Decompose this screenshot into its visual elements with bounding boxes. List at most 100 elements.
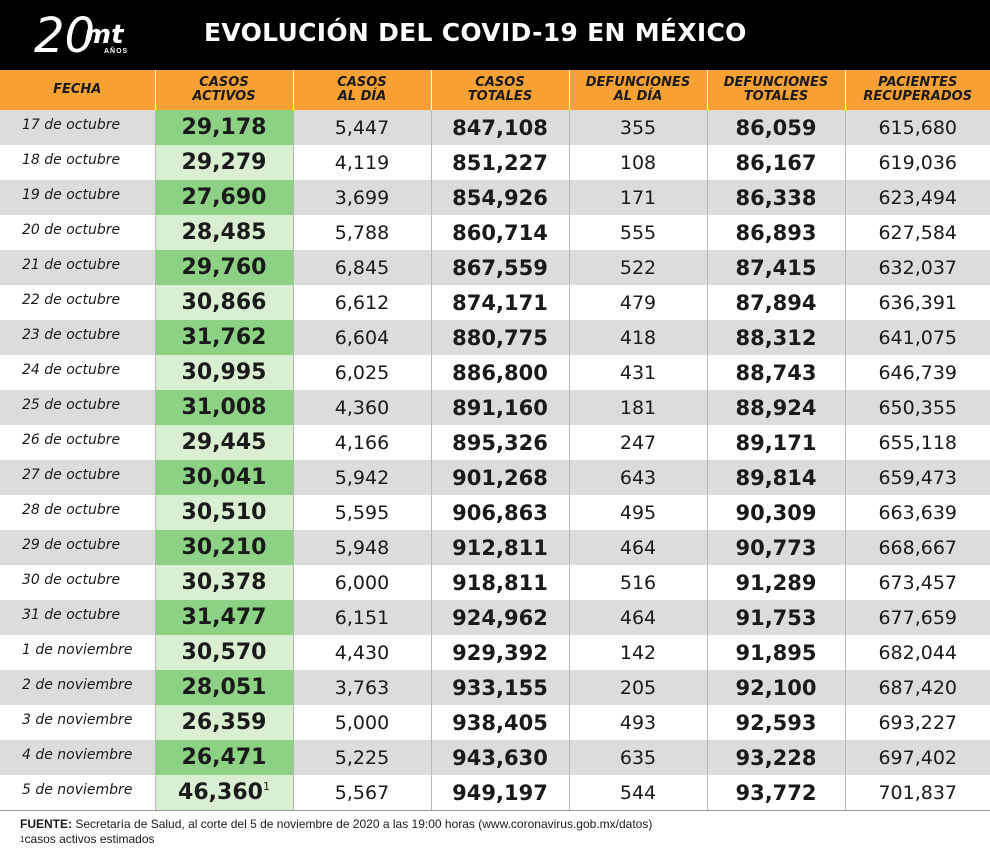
cell-value: 30,570 bbox=[181, 640, 267, 665]
cell-value: 171 bbox=[619, 186, 657, 209]
cell-value: 938,405 bbox=[452, 710, 548, 735]
column-header-casos-totales: CASOS TOTALES bbox=[430, 70, 569, 110]
cell-value: 142 bbox=[619, 641, 657, 664]
cell-value: 87,894 bbox=[735, 290, 817, 315]
cell-value: 5,000 bbox=[334, 711, 390, 734]
column-header-casos-activos: CASOS ACTIVOS bbox=[154, 70, 293, 110]
cell-value: 632,037 bbox=[878, 256, 958, 279]
cell-value: 687,420 bbox=[878, 676, 958, 699]
cell-value: 895,326 bbox=[452, 430, 548, 455]
cell-value: 431 bbox=[619, 361, 657, 384]
cell-casos-al-dia: 5,447 bbox=[292, 110, 431, 145]
cell-defunciones-totales: 90,773 bbox=[706, 530, 845, 565]
cell-value: 4,119 bbox=[334, 151, 390, 174]
cell-value: 6,025 bbox=[334, 361, 390, 384]
cell-casos-activos: 29,279 bbox=[154, 145, 293, 180]
cell-casos-totales: 854,926 bbox=[430, 180, 569, 215]
cell-value: 493 bbox=[619, 711, 657, 734]
table-row: 30 de octubre 30,378 6,000 918,811 516 91,289… bbox=[0, 565, 990, 600]
cell-value: 4,166 bbox=[334, 431, 390, 454]
cell-value: 31,008 bbox=[181, 395, 267, 420]
estimate-marker: 1 bbox=[262, 780, 270, 793]
cell-value: 108 bbox=[619, 151, 657, 174]
cell-value: 641,075 bbox=[878, 326, 958, 349]
covid-table: FECHA CASOS ACTIVOS CASOS AL DÍA CASOS TOTALES… bbox=[0, 70, 990, 810]
table-row: 1 de noviembre 30,570 4,430 929,392 142 91,89… bbox=[0, 635, 990, 670]
table-row: 3 de noviembre 26,359 5,000 938,405 493 92,59… bbox=[0, 705, 990, 740]
cell-casos-al-dia: 4,430 bbox=[292, 635, 431, 670]
cell-casos-activos: 30,866 bbox=[154, 285, 293, 320]
cell-value: 867,559 bbox=[452, 255, 548, 280]
cell-defunciones-al-dia: 464 bbox=[568, 530, 707, 565]
cell-casos-activos: 30,995 bbox=[154, 355, 293, 390]
logo-number: 20 bbox=[34, 8, 96, 64]
cell-value: 3,763 bbox=[334, 676, 390, 699]
cell-value: 851,227 bbox=[452, 150, 548, 175]
cell-value: 854,926 bbox=[452, 185, 548, 210]
cell-casos-al-dia: 4,119 bbox=[292, 145, 431, 180]
cell-value: 86,893 bbox=[735, 220, 817, 245]
cell-casos-activos: 26,359 bbox=[154, 705, 293, 740]
cell-defunciones-totales: 88,924 bbox=[706, 390, 845, 425]
cell-value: 929,392 bbox=[452, 640, 548, 665]
cell-value: 24 de octubre bbox=[22, 361, 121, 378]
cell-value: 30,995 bbox=[181, 360, 267, 385]
cell-fecha: 1 de noviembre bbox=[0, 635, 155, 670]
cell-casos-activos: 30,378 bbox=[154, 565, 293, 600]
cell-defunciones-totales: 91,289 bbox=[706, 565, 845, 600]
cell-casos-totales: 874,171 bbox=[430, 285, 569, 320]
cell-value: 886,800 bbox=[452, 360, 548, 385]
page-title: EVOLUCIÓN DEL COVID-19 EN MÉXICO bbox=[204, 18, 747, 47]
column-header-line: PACIENTES bbox=[878, 75, 958, 90]
table-body: 17 de octubre 29,178 5,447 847,108 355 86,059… bbox=[0, 110, 990, 810]
table-row: 28 de octubre 30,510 5,595 906,863 495 90,309… bbox=[0, 495, 990, 530]
cell-defunciones-totales: 93,228 bbox=[706, 740, 845, 775]
cell-defunciones-al-dia: 418 bbox=[568, 320, 707, 355]
cell-defunciones-totales: 88,743 bbox=[706, 355, 845, 390]
cell-value: 643 bbox=[619, 466, 657, 489]
cell-fecha: 28 de octubre bbox=[0, 495, 155, 530]
cell-fecha: 4 de noviembre bbox=[0, 740, 155, 775]
cell-value: 92,593 bbox=[735, 710, 817, 735]
cell-value: 90,773 bbox=[735, 535, 817, 560]
cell-casos-totales: 938,405 bbox=[430, 705, 569, 740]
cell-defunciones-al-dia: 544 bbox=[568, 775, 707, 810]
cell-defunciones-totales: 91,895 bbox=[706, 635, 845, 670]
cell-value: 659,473 bbox=[878, 466, 958, 489]
cell-casos-al-dia: 5,788 bbox=[292, 215, 431, 250]
cell-value: 901,268 bbox=[452, 465, 548, 490]
cell-value: 93,772 bbox=[735, 780, 817, 805]
column-header-line: AL DÍA bbox=[337, 89, 387, 104]
cell-value: 29,445 bbox=[181, 430, 267, 455]
cell-fecha: 26 de octubre bbox=[0, 425, 155, 460]
cell-casos-totales: 918,811 bbox=[430, 565, 569, 600]
table-row: 26 de octubre 29,445 4,166 895,326 247 89,171… bbox=[0, 425, 990, 460]
cell-value: 4,360 bbox=[334, 396, 390, 419]
table-row: 18 de octubre 29,279 4,119 851,227 108 86,167… bbox=[0, 145, 990, 180]
cell-defunciones-totales: 90,309 bbox=[706, 495, 845, 530]
cell-casos-activos: 28,485 bbox=[154, 215, 293, 250]
cell-value: 847,108 bbox=[452, 115, 548, 140]
cell-pacientes-recuperados: 623,494 bbox=[844, 180, 990, 215]
cell-value: 650,355 bbox=[878, 396, 958, 419]
cell-value: 636,391 bbox=[878, 291, 958, 314]
cell-fecha: 20 de octubre bbox=[0, 215, 155, 250]
cell-casos-al-dia: 6,604 bbox=[292, 320, 431, 355]
cell-fecha: 25 de octubre bbox=[0, 390, 155, 425]
cell-pacientes-recuperados: 682,044 bbox=[844, 635, 990, 670]
cell-value: 5,567 bbox=[334, 781, 390, 804]
cell-value: 5,225 bbox=[334, 746, 390, 769]
cell-value: 943,630 bbox=[452, 745, 548, 770]
column-header-line: TOTALES bbox=[743, 89, 809, 104]
cell-defunciones-totales: 86,893 bbox=[706, 215, 845, 250]
cell-defunciones-al-dia: 205 bbox=[568, 670, 707, 705]
cell-value: 693,227 bbox=[878, 711, 958, 734]
cell-casos-totales: 895,326 bbox=[430, 425, 569, 460]
cell-value: 29,279 bbox=[181, 150, 267, 175]
cell-value: 5,595 bbox=[334, 501, 390, 524]
cell-defunciones-totales: 89,814 bbox=[706, 460, 845, 495]
cell-value: 912,811 bbox=[452, 535, 548, 560]
cell-casos-al-dia: 6,612 bbox=[292, 285, 431, 320]
cell-casos-activos: 30,041 bbox=[154, 460, 293, 495]
cell-casos-al-dia: 4,360 bbox=[292, 390, 431, 425]
